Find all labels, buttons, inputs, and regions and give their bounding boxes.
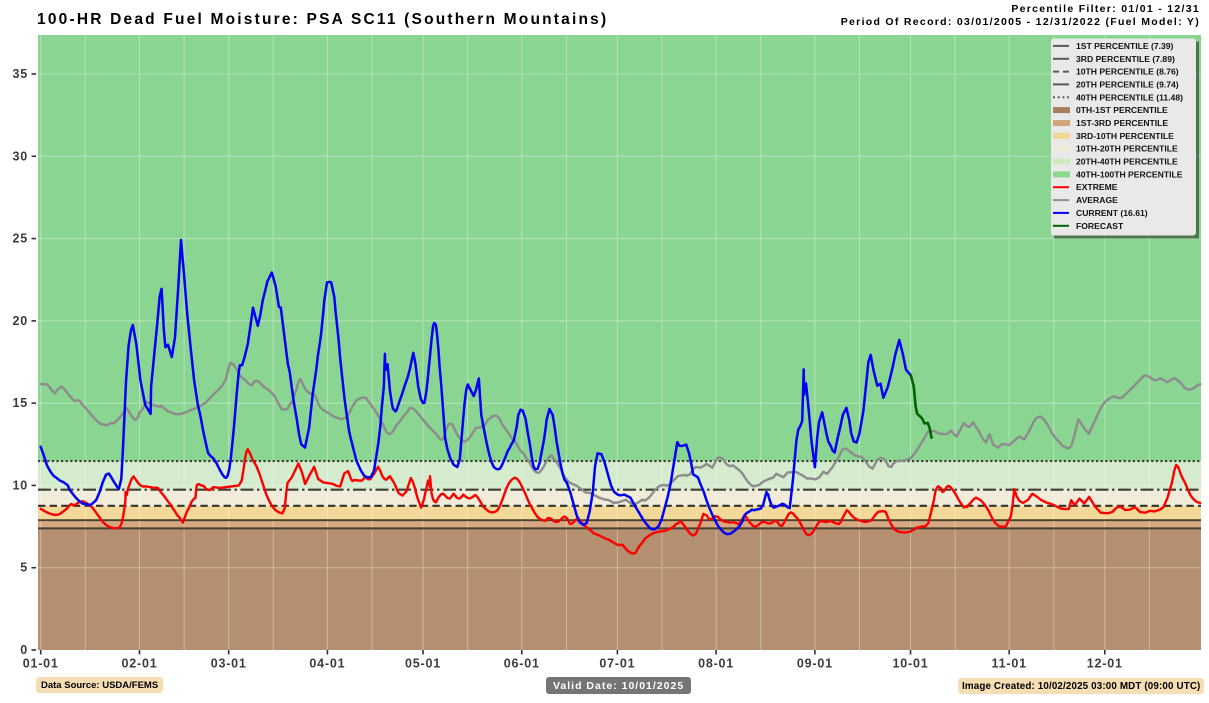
svg-text:10: 10 — [12, 478, 28, 492]
svg-text:20: 20 — [12, 314, 28, 328]
svg-text:11-01: 11-01 — [992, 657, 1027, 671]
svg-text:09-01: 09-01 — [797, 657, 833, 671]
svg-text:FORECAST: FORECAST — [1076, 221, 1124, 231]
svg-text:5: 5 — [20, 561, 28, 575]
svg-text:3RD PERCENTILE (7.89): 3RD PERCENTILE (7.89) — [1076, 54, 1175, 64]
svg-text:05-01: 05-01 — [405, 657, 441, 671]
svg-text:CURRENT (16.61): CURRENT (16.61) — [1076, 208, 1148, 218]
svg-text:12-01: 12-01 — [1087, 657, 1123, 671]
svg-text:01-01: 01-01 — [23, 657, 59, 671]
svg-text:40TH PERCENTILE (11.48): 40TH PERCENTILE (11.48) — [1076, 92, 1183, 102]
svg-text:0TH-1ST PERCENTILE: 0TH-1ST PERCENTILE — [1076, 105, 1168, 115]
svg-text:3RD-10TH PERCENTILE: 3RD-10TH PERCENTILE — [1076, 131, 1174, 141]
svg-text:EXTREME: EXTREME — [1076, 182, 1118, 192]
svg-text:02-01: 02-01 — [122, 657, 158, 671]
svg-text:03-01: 03-01 — [211, 657, 247, 671]
svg-text:30: 30 — [12, 149, 28, 163]
svg-text:0: 0 — [20, 643, 28, 657]
svg-text:07-01: 07-01 — [599, 657, 635, 671]
svg-text:10TH PERCENTILE (8.76): 10TH PERCENTILE (8.76) — [1076, 67, 1179, 77]
svg-text:40TH-100TH PERCENTILE: 40TH-100TH PERCENTILE — [1076, 169, 1183, 179]
svg-text:04-01: 04-01 — [309, 657, 345, 671]
svg-text:20TH-40TH PERCENTILE: 20TH-40TH PERCENTILE — [1076, 157, 1178, 167]
svg-text:10-01: 10-01 — [893, 657, 929, 671]
svg-text:AVERAGE: AVERAGE — [1076, 195, 1118, 205]
svg-text:1ST-3RD PERCENTILE: 1ST-3RD PERCENTILE — [1076, 118, 1168, 128]
svg-text:06-01: 06-01 — [504, 657, 540, 671]
svg-text:25: 25 — [12, 232, 28, 246]
svg-text:35: 35 — [12, 67, 28, 81]
svg-text:1ST PERCENTILE (7.39): 1ST PERCENTILE (7.39) — [1076, 41, 1174, 51]
svg-text:15: 15 — [12, 396, 28, 410]
svg-text:20TH PERCENTILE (9.74): 20TH PERCENTILE (9.74) — [1076, 79, 1179, 89]
svg-text:10TH-20TH PERCENTILE: 10TH-20TH PERCENTILE — [1076, 144, 1178, 154]
svg-text:08-01: 08-01 — [698, 657, 734, 671]
